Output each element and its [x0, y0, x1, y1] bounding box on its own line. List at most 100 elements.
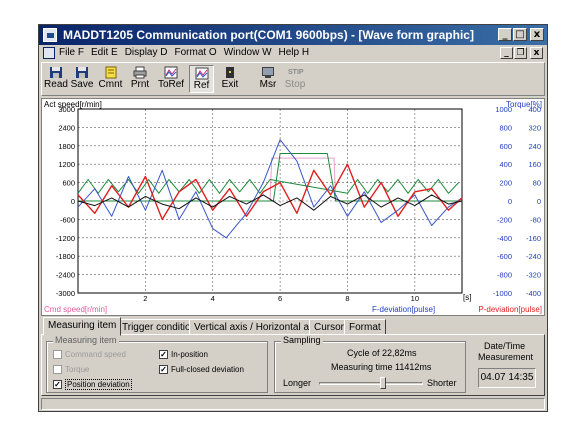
stop-button[interactable]: STIP Stop	[283, 65, 307, 93]
label-x-unit: [s]	[463, 293, 471, 302]
y-right-torque-tick-label: 80	[533, 179, 541, 188]
sampling-measuring-time: Measuring time 11412ms	[331, 362, 432, 372]
comment-button[interactable]: Cmnt	[97, 65, 124, 93]
y-left-tick-label: -3000	[56, 289, 75, 298]
y-right-fdev-tick-label: 400	[499, 160, 512, 169]
sampling-shorter-label: Shorter	[427, 378, 457, 388]
exit-button[interactable]: Exit	[218, 65, 242, 93]
close-button[interactable]: x	[530, 28, 544, 41]
y-right-torque-tick-label: -160	[526, 234, 541, 243]
ref-label: Ref	[193, 80, 210, 91]
main-window: MADDT1205 Communication port(COM1 9600bp…	[38, 24, 548, 412]
y-left-tick-label: -600	[60, 215, 75, 224]
mdi-minimize-button[interactable]: _	[500, 47, 513, 59]
y-right-torque-tick-label: -400	[526, 289, 541, 298]
sampling-cycle: Cycle of 22,82ms	[347, 348, 417, 358]
printer-icon	[133, 66, 147, 79]
read-button[interactable]: Read	[44, 65, 68, 93]
minimize-button[interactable]: _	[498, 28, 512, 41]
save-button[interactable]: Save	[70, 65, 94, 93]
y-right-fdev-tick-label: -200	[497, 215, 512, 224]
series-line-3	[77, 139, 463, 239]
tab-cursor[interactable]: Cursor	[309, 319, 350, 335]
y-right-fdev-tick-label: -600	[497, 252, 512, 261]
menu-window[interactable]: Window W	[223, 47, 272, 58]
x-tick-label: 10	[411, 294, 419, 303]
restore-button[interactable]: □	[513, 28, 527, 41]
app-icon[interactable]	[43, 28, 57, 42]
measuring-item-group: Measuring item Command speed Torque ✓ Pos…	[46, 335, 268, 393]
tab-format[interactable]: Format	[344, 319, 386, 335]
y-right-fdev-tick-label: 0	[508, 197, 512, 206]
series-line-5	[77, 194, 463, 211]
y-right-fdev-tick-label: -800	[497, 271, 512, 280]
y-right-fdev-tick-label: 800	[499, 123, 512, 132]
menu-display[interactable]: Display D	[124, 47, 168, 58]
measure-button[interactable]: Msr	[256, 65, 280, 93]
in-position-checkbox[interactable]: ✓ In-position	[159, 350, 208, 359]
y-right-fdev-tick-label: 600	[499, 142, 512, 151]
y-right-torque-tick-label: 160	[528, 160, 541, 169]
to-ref-button[interactable]: ToRef	[156, 65, 186, 93]
to-ref-label: ToRef	[157, 79, 185, 90]
command-speed-checkbox[interactable]: Command speed	[53, 350, 126, 359]
menu-format[interactable]: Format O	[174, 47, 217, 58]
y-right-fdev-tick-label: 200	[499, 179, 512, 188]
monitor-icon	[262, 67, 274, 78]
y-left-tick-label: 1800	[58, 142, 75, 151]
full-closed-deviation-checkbox[interactable]: ✓ Full-closed deviation	[159, 365, 244, 374]
y-left-tick-label: 1200	[58, 160, 75, 169]
mdi-close-button[interactable]: x	[530, 47, 543, 59]
waveform-chart[interactable]: 3000 1000 400 2400 800 320 1800 600 240 1200 400 16…	[41, 98, 545, 316]
checkmark-icon: ✓	[159, 365, 168, 374]
menu-edit[interactable]: Edit E	[91, 47, 118, 58]
floppy-save-icon	[76, 67, 88, 78]
y-left-tick-label: -1800	[56, 252, 75, 261]
y-left-tick-label: 600	[62, 179, 75, 188]
label-p-deviation: P-deviation[pulse]	[478, 305, 542, 314]
label-act-speed: Act speed[r/min]	[44, 100, 102, 109]
window-title: MADDT1205 Communication port(COM1 9600bp…	[63, 28, 474, 42]
series-line-2	[77, 179, 459, 194]
print-button[interactable]: Prnt	[128, 65, 152, 93]
menu-help[interactable]: Help H	[278, 47, 310, 58]
exit-door-icon	[226, 67, 234, 78]
menu-file[interactable]: File F	[59, 47, 84, 58]
position-deviation-checkbox[interactable]: ✓ Position deviation	[53, 379, 132, 390]
y-left-tick-label: 3000	[58, 105, 75, 114]
sampling-slider-track[interactable]	[319, 382, 423, 385]
tab-strip: Measuring item Trigger condition Vertica…	[41, 317, 545, 336]
status-bar	[41, 398, 545, 410]
menu-bar: File F Edit E Display D Format O Window …	[39, 45, 547, 61]
torque-checkbox[interactable]: Torque	[53, 365, 89, 374]
waveform-to-ref-icon	[164, 66, 178, 79]
mdi-restore-button[interactable]: ❐	[514, 47, 527, 59]
waveform-ref-icon	[195, 67, 208, 80]
series-line-4	[77, 163, 463, 221]
tab-vertical-horizontal-axis[interactable]: Vertical axis / Horizontal axis	[189, 319, 327, 335]
title-bar[interactable]: MADDT1205 Communication port(COM1 9600bp…	[39, 25, 547, 45]
y-right-torque-tick-label: -240	[526, 252, 541, 261]
stop-icon: STIP	[288, 69, 304, 76]
y-right-torque-tick-label: 240	[528, 142, 541, 151]
y-left-tick-label: 0	[71, 197, 75, 206]
exit-label: Exit	[221, 79, 239, 90]
y-right-torque-tick-label: 320	[528, 123, 541, 132]
measure-label: Msr	[259, 79, 277, 90]
comment-label: Cmnt	[98, 79, 123, 90]
ref-button[interactable]: Ref	[189, 65, 214, 93]
x-tick-label: 4	[211, 294, 215, 303]
tab-measuring-item[interactable]: Measuring item	[43, 317, 122, 336]
sampling-slider-thumb[interactable]	[380, 377, 387, 389]
read-label: Read	[44, 79, 68, 90]
document-icon[interactable]	[43, 47, 55, 59]
floppy-read-icon	[50, 67, 62, 78]
note-icon	[105, 66, 116, 79]
y-right-torque-tick-label: -320	[526, 271, 541, 280]
y-right-fdev-tick-label: -400	[497, 234, 512, 243]
checkmark-icon: ✓	[53, 380, 62, 389]
datetime-label-line2: Measurement	[478, 352, 534, 362]
y-left-tick-label: -1200	[56, 234, 75, 243]
